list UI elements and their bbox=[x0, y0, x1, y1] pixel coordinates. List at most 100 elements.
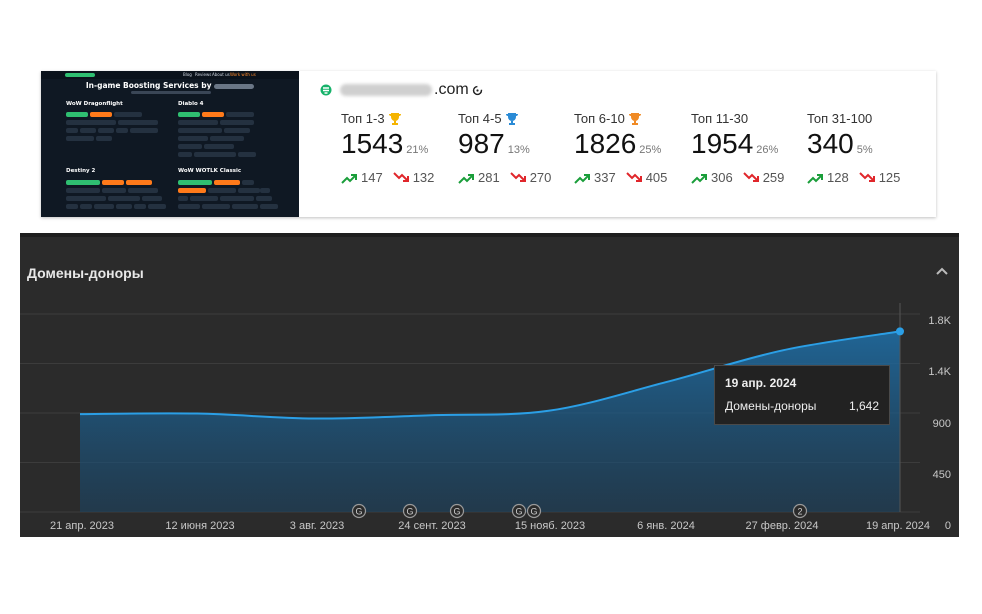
stat-up-count: 281 bbox=[478, 170, 500, 185]
x-tick-label: 27 февр. 2024 bbox=[745, 520, 819, 532]
stat-down-count: 405 bbox=[645, 170, 668, 185]
stat-moves: 128 125 bbox=[807, 170, 917, 185]
thumbnail-chip bbox=[210, 136, 244, 141]
stat-label: Топ 31-100 bbox=[807, 111, 917, 126]
trend-up-icon bbox=[691, 173, 707, 184]
thumbnail-section-title: WoW WOTLK Classic bbox=[178, 168, 242, 174]
stat-value: 987 bbox=[458, 128, 505, 159]
domain-tld[interactable]: .com bbox=[434, 81, 469, 98]
thumbnail-nav-link: Work with us bbox=[230, 72, 256, 77]
thumbnail-chip bbox=[220, 120, 254, 125]
thumbnail-chip bbox=[224, 128, 250, 133]
y-tick-label: 1.8K bbox=[928, 315, 951, 327]
thumbnail-nav-link: Reviews bbox=[195, 72, 212, 77]
trend-down-icon bbox=[742, 171, 759, 182]
panel-top-strip bbox=[20, 233, 959, 237]
summary-card: Blog Reviews About us Work with us In-ga… bbox=[41, 71, 936, 217]
stat-label: Топ 1-3 bbox=[341, 111, 451, 126]
chevron-up-icon[interactable] bbox=[935, 266, 949, 276]
external-link-icon[interactable] bbox=[472, 85, 483, 96]
thumbnail-chip bbox=[178, 196, 188, 201]
thumbnail-chip bbox=[114, 112, 142, 117]
stat-label: Топ 11-30 bbox=[691, 111, 801, 126]
thumbnail-chip bbox=[118, 120, 158, 125]
thumbnail-hero: In-game Boosting Services by bbox=[41, 81, 299, 90]
thumbnail-chip bbox=[66, 196, 106, 201]
thumbnail-chip bbox=[178, 120, 218, 125]
thumbnail-chip bbox=[148, 204, 166, 209]
thumbnail-chip bbox=[66, 136, 94, 141]
thumbnail-chip bbox=[116, 128, 128, 133]
event-marker-label: 2 bbox=[797, 507, 802, 517]
thumbnail-chip bbox=[98, 128, 114, 133]
chart-tooltip: 19 апр. 2024 Домены-доноры 1,642 bbox=[714, 365, 890, 425]
thumbnail-chip bbox=[102, 188, 126, 193]
trend-down-icon bbox=[858, 171, 875, 182]
event-marker[interactable]: 2 bbox=[792, 503, 808, 519]
event-marker[interactable]: G bbox=[402, 503, 418, 519]
thumbnail-chip bbox=[130, 128, 158, 133]
thumbnail-chip bbox=[202, 204, 230, 209]
stat-label: Топ 4-5 bbox=[458, 111, 568, 126]
thumbnail-chip bbox=[66, 120, 116, 125]
thumbnail-chip bbox=[204, 144, 234, 149]
thumbnail-chip bbox=[260, 188, 270, 193]
event-marker[interactable]: G bbox=[351, 503, 367, 519]
stat-value-row: 1543 21% bbox=[341, 129, 451, 165]
thumbnail-chip bbox=[178, 136, 208, 141]
stat-top4-5: Топ 4-5 987 13% 281 270 bbox=[458, 111, 568, 185]
thumbnail-chip bbox=[256, 196, 272, 201]
site-favicon-icon bbox=[320, 84, 332, 96]
event-marker[interactable]: G bbox=[511, 503, 527, 519]
trend-down-icon bbox=[392, 171, 409, 182]
thumbnail-chip bbox=[108, 196, 140, 201]
x-tick-label: 21 апр. 2023 bbox=[49, 520, 115, 532]
stat-percent: 21% bbox=[406, 144, 429, 156]
trophy-icon bbox=[388, 112, 401, 125]
thumbnail-chip bbox=[80, 128, 96, 133]
thumbnail-chip bbox=[142, 196, 162, 201]
stat-moves: 306 259 bbox=[691, 170, 801, 185]
event-marker[interactable]: G bbox=[526, 503, 542, 519]
stat-label-text: Топ 4-5 bbox=[458, 111, 502, 126]
thumbnail-nav bbox=[41, 71, 299, 79]
stat-label-text: Топ 6-10 bbox=[574, 111, 625, 126]
stat-percent: 13% bbox=[507, 144, 530, 156]
site-thumbnail[interactable]: Blog Reviews About us Work with us In-ga… bbox=[41, 71, 299, 217]
stat-percent: 5% bbox=[856, 144, 873, 156]
thumbnail-chip bbox=[178, 180, 212, 185]
thumbnail-chip bbox=[128, 188, 158, 193]
hover-point[interactable] bbox=[896, 327, 904, 336]
thumbnail-chip bbox=[178, 112, 200, 117]
thumbnail-chip bbox=[220, 196, 254, 201]
thumbnail-section-title: Diablo 4 bbox=[178, 101, 204, 107]
thumbnail-chip bbox=[260, 204, 278, 209]
stat-moves: 337 405 bbox=[574, 170, 684, 185]
y-tick-label: 0 bbox=[944, 520, 951, 532]
stat-value: 1543 bbox=[341, 128, 404, 159]
thumbnail-nav-link: Blog bbox=[183, 72, 192, 77]
thumbnail-chip bbox=[66, 188, 100, 193]
thumbnail-chip bbox=[102, 180, 124, 185]
stat-value: 1954 bbox=[691, 128, 754, 159]
stat-value: 340 bbox=[807, 128, 854, 159]
event-marker-label: G bbox=[530, 507, 537, 517]
stat-label-text: Топ 31-100 bbox=[807, 111, 873, 126]
stat-moves: 147 132 bbox=[341, 170, 451, 185]
trend-up-icon bbox=[458, 173, 474, 184]
thumbnail-chip bbox=[66, 112, 88, 117]
thumbnail-chip bbox=[178, 152, 192, 157]
thumbnail-chip bbox=[242, 180, 254, 185]
y-tick-label: 1.4K bbox=[928, 366, 951, 378]
stat-down-count: 270 bbox=[529, 170, 552, 185]
series-line bbox=[79, 330, 901, 420]
stat-top1-3: Топ 1-3 1543 21% 147 132 bbox=[341, 111, 451, 185]
stat-percent: 25% bbox=[639, 144, 662, 156]
thumbnail-chip bbox=[202, 112, 224, 117]
trophy-icon bbox=[628, 112, 641, 125]
thumbnail-chip bbox=[126, 180, 152, 185]
thumbnail-chip bbox=[238, 188, 260, 193]
event-marker[interactable]: G bbox=[449, 503, 465, 519]
thumbnail-chip bbox=[96, 136, 112, 141]
